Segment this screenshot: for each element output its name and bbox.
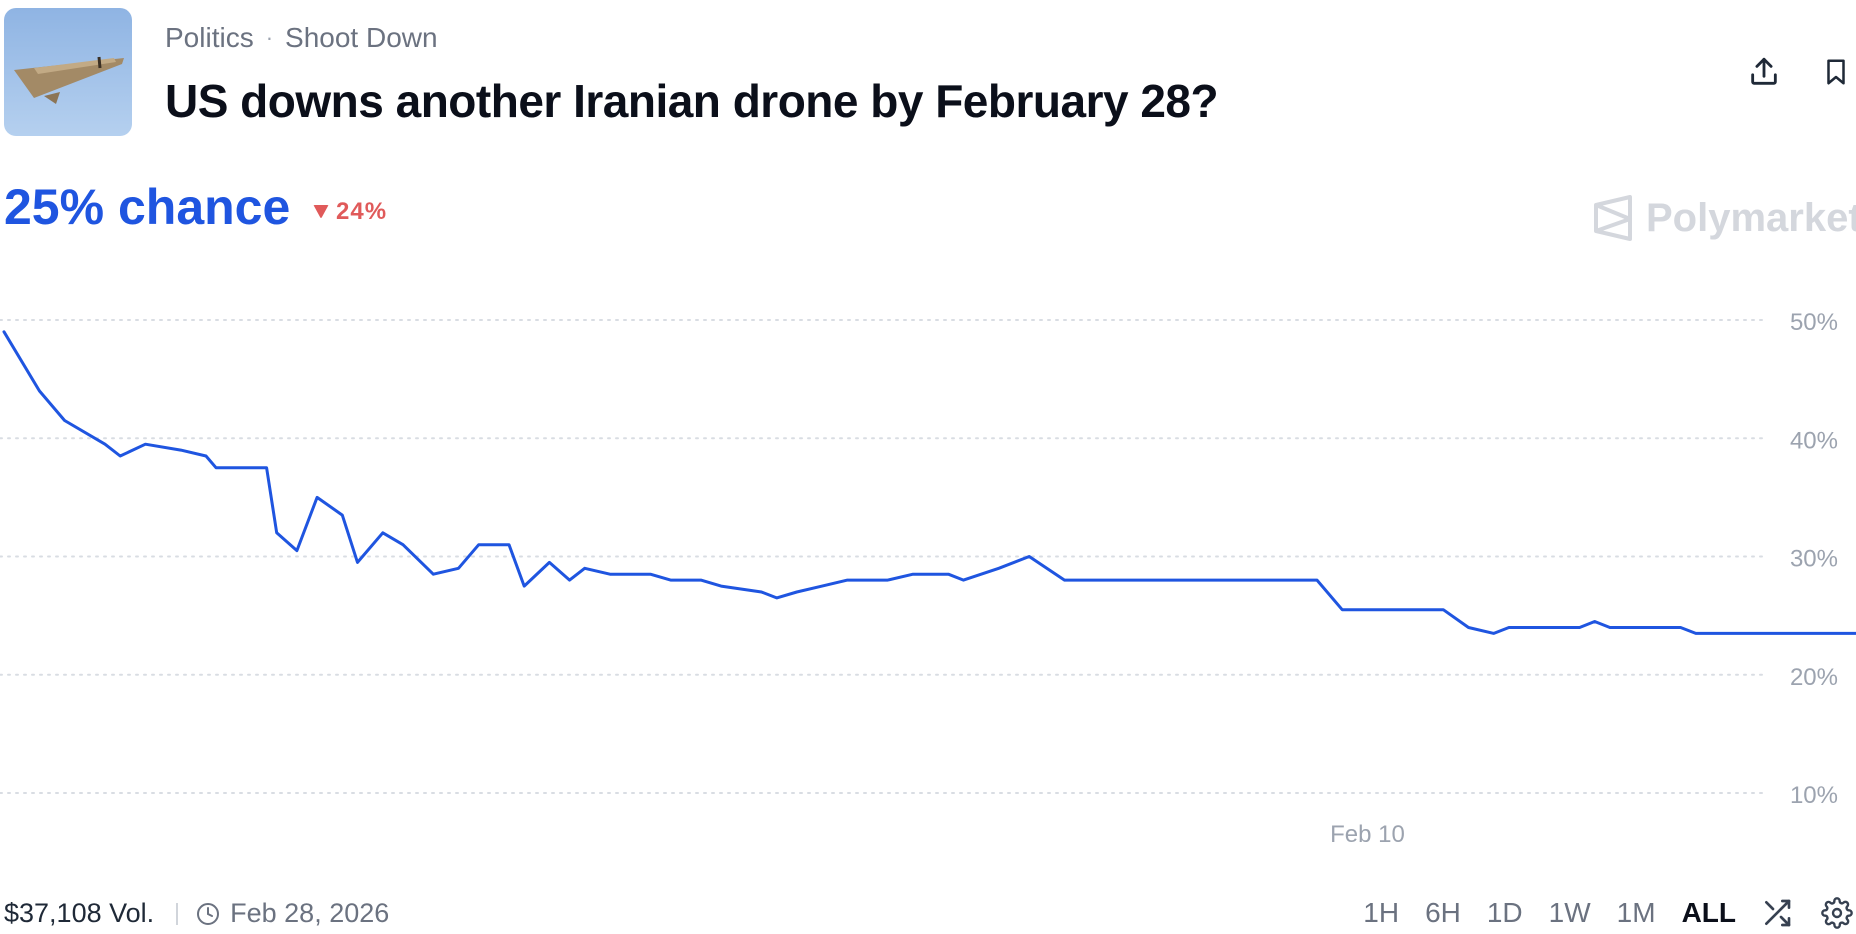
share-icon (1751, 57, 1777, 85)
share-button[interactable] (1742, 50, 1786, 94)
polymarket-logo-icon (1594, 195, 1632, 241)
range-all[interactable]: ALL (1681, 897, 1736, 928)
y-tick-label: 20% (1790, 664, 1838, 691)
range-1h[interactable]: 1H (1363, 897, 1400, 928)
breadcrumb-subcategory[interactable]: Shoot Down (285, 22, 438, 53)
y-tick-label: 30% (1790, 546, 1838, 573)
volume-value: $37,108 Vol. (4, 898, 155, 928)
change-badge: 24% (312, 198, 387, 226)
breadcrumb: Politics · Shoot Down (165, 22, 438, 54)
down-triangle-icon (313, 205, 329, 218)
market-title: US downs another Iranian drone by Februa… (165, 75, 1219, 127)
divider (176, 902, 179, 925)
range-1w[interactable]: 1W (1548, 897, 1591, 928)
drone-image (14, 56, 124, 104)
breadcrumb-category[interactable]: Politics (165, 22, 254, 53)
brand-watermark: Polymarket (1592, 195, 1856, 241)
clock-icon (197, 902, 220, 925)
settings-button[interactable] (1817, 893, 1856, 933)
y-tick-label: 40% (1790, 427, 1838, 454)
bookmark-button[interactable] (1814, 50, 1856, 94)
bookmark-icon (1827, 59, 1845, 85)
chance-value: 25% chance (4, 179, 291, 235)
range-6h[interactable]: 6H (1425, 897, 1461, 928)
time-range-selector: 1H 6H 1D 1W 1M ALL (1363, 897, 1736, 929)
range-1d[interactable]: 1D (1486, 897, 1523, 928)
end-date-value: Feb 28, 2026 (230, 898, 390, 928)
y-tick-label: 10% (1790, 782, 1838, 809)
brand-name: Polymarket (1646, 195, 1856, 240)
market-thumbnail (4, 8, 132, 136)
shuffle-icon (1765, 899, 1791, 927)
series-line (2, 330, 1856, 635)
change-value: 24% (336, 198, 388, 225)
range-1m[interactable]: 1M (1616, 897, 1656, 928)
gear-icon (1821, 897, 1853, 929)
shuffle-button[interactable] (1757, 893, 1797, 933)
end-date: Feb 28, 2026 (196, 898, 389, 929)
y-tick-label: 50% (1790, 309, 1838, 336)
x-tick-label: Feb 10 (1330, 821, 1405, 848)
breadcrumb-separator: · (265, 25, 274, 50)
market-stats: $37,108 Vol. Feb 28, 2026 (4, 898, 389, 929)
price-chart: 10%20%30%40%50%Feb 10Feb 13Feb 16 (0, 309, 1856, 848)
